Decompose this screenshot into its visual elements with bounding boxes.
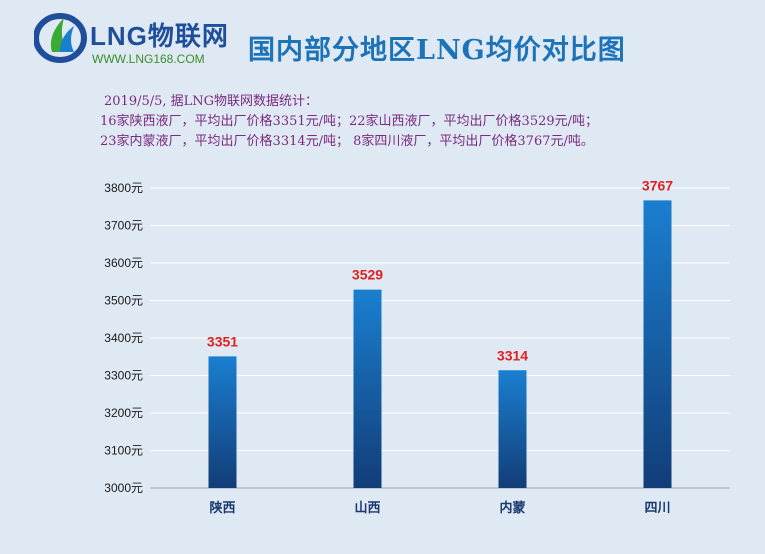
note-line-1: 2019/5/5, 据LNG物联网数据统计： — [104, 94, 319, 109]
header: LNG物联网 WWW.LNG168.COM 国内部分地区LNG均价对比图 — [0, 0, 765, 80]
y-axis-ticks: 3000元 3100元 3200元 3300元 3400元 3500元 3600元 3700元… — [104, 181, 143, 495]
note-line-3: 23家内蒙液厂，平均出厂价格3314元/吨； 8家四川液厂，平均出厂价格3767… — [100, 134, 594, 149]
logo-emblem-icon — [34, 13, 87, 63]
x-category-label: 内蒙 — [499, 500, 525, 516]
note-line-2: 16家陕西液厂，平均出厂价格3351元/吨；22家山西液厂，平均出厂价格3529… — [100, 114, 599, 129]
x-category-label: 四川 — [644, 501, 670, 516]
data-label: 3529 — [352, 267, 383, 283]
stats-note: 2019/5/5, 据LNG物联网数据统计： 16家陕西液厂，平均出厂价格335… — [100, 92, 598, 152]
data-label: 3314 — [497, 347, 528, 363]
bar-3 — [498, 370, 527, 488]
bar-2 — [353, 289, 382, 488]
data-label: 3767 — [642, 177, 673, 193]
y-tick-label: 3400元 — [104, 331, 143, 345]
chart-title: 国内部分地区LNG均价对比图 — [248, 35, 626, 66]
y-tick-label: 3800元 — [104, 181, 143, 195]
bars — [208, 200, 672, 488]
y-tick-label: 3200元 — [104, 406, 143, 420]
y-tick-label: 3300元 — [104, 369, 143, 383]
y-tick-label: 3000元 — [104, 481, 143, 495]
logo-brand-text: LNG物联网 — [90, 21, 229, 51]
y-tick-label: 3500元 — [104, 294, 143, 308]
x-category-label: 陕西 — [209, 500, 235, 516]
x-category-label: 山西 — [354, 500, 380, 516]
y-tick-label: 3100元 — [104, 444, 143, 458]
y-tick-label: 3600元 — [104, 256, 143, 270]
lng-logo: LNG物联网 WWW.LNG168.COM — [34, 13, 246, 74]
data-label: 3351 — [207, 333, 238, 349]
bar-4 — [643, 200, 672, 488]
data-labels: 3351 3529 3314 3767 — [207, 177, 673, 363]
logo-url-text: WWW.LNG168.COM — [92, 52, 205, 66]
x-axis-categories: 陕西 山西 内蒙 四川 — [209, 500, 670, 516]
grid-lines — [150, 187, 730, 489]
bar-1 — [208, 356, 237, 488]
y-tick-label: 3700元 — [104, 219, 143, 233]
